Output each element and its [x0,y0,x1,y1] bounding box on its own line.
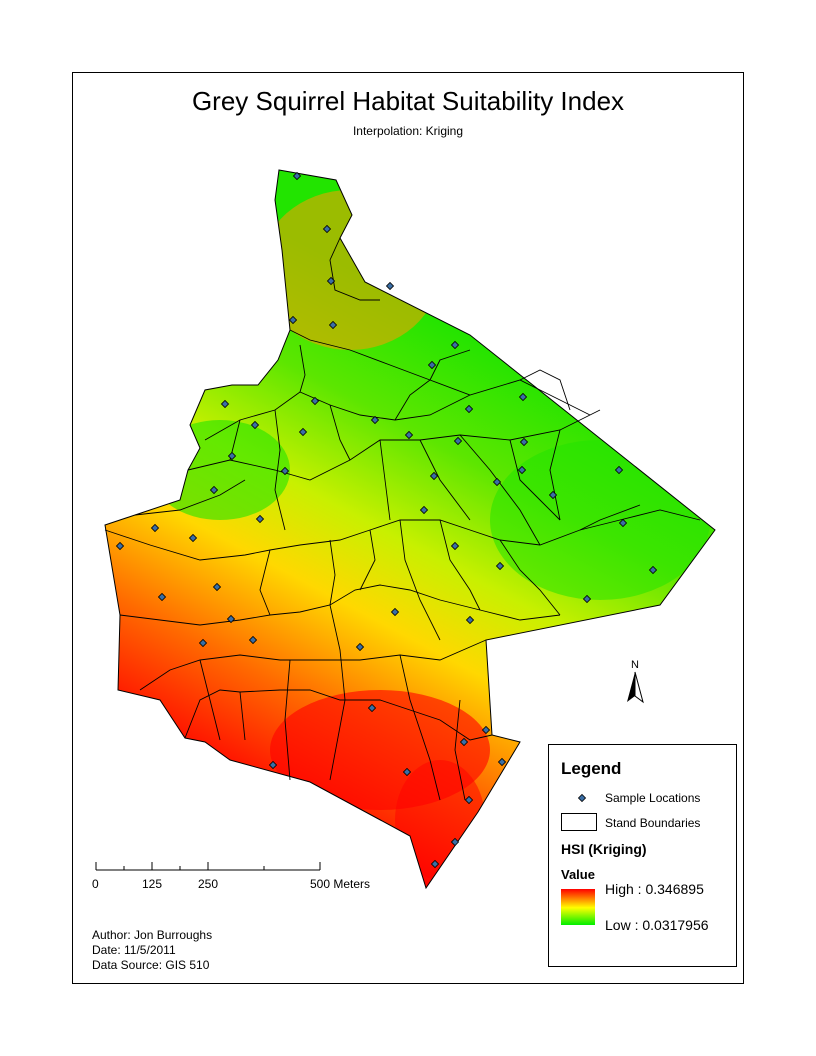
sample-location-marker [464,404,474,414]
sample-location-marker [450,837,460,847]
legend-hsi-title: HSI (Kriging) [561,841,647,857]
sample-location-symbol [577,793,587,803]
legend-high-value: High : 0.346895 [605,881,704,897]
sample-location-marker [322,224,332,234]
sample-location-marker [298,427,308,437]
sample-location-marker [390,607,400,617]
sample-location-marker [198,638,208,648]
sample-location-marker [492,477,502,487]
sample-location-marker [648,565,658,575]
sample-location-marker [157,592,167,602]
sample-location-marker [280,466,290,476]
map-frame [72,72,744,984]
map-subtitle: Interpolation: Kriging [352,124,464,138]
north-arrow-left [627,672,635,702]
stand-boundaries [104,237,701,801]
sample-location-marker [618,518,628,528]
sample-location-marker [450,541,460,551]
sample-location-marker [209,485,219,495]
credit-source: Data Source: GIS 510 [92,958,210,972]
sample-location-marker [328,320,338,330]
sample-location-marker [465,615,475,625]
sample-location-marker [614,465,624,475]
sample-location-marker [220,399,230,409]
sample-location-marker [150,523,160,533]
scale-label-0: 0 [92,877,99,891]
sample-location-marker [268,760,278,770]
credit-date: Date: 11/5/2011 [92,943,176,957]
sample-location-marker [402,767,412,777]
stand-boundary-symbol [561,813,597,831]
sample-location-marker [115,541,125,551]
sample-location-marker [582,594,592,604]
legend: Legend Sample Locations Stand Boundaries… [548,744,737,967]
hsi-hotspot-southtip [395,760,485,880]
sample-location-marker [429,471,439,481]
north-arrow: N [622,656,648,711]
sample-location-marker [517,465,527,475]
sample-location-marker [292,171,302,181]
scale-label-250: 250 [198,877,219,891]
north-arrow-right [634,671,644,704]
map-title: Grey Squirrel Habitat Suitability Index [191,86,625,116]
sample-location-marker [430,859,440,869]
sample-location-marker [427,360,437,370]
sample-location-marker [497,757,507,767]
credit-author: Author: Jon Burroughs [92,928,213,942]
sample-location-marker [370,415,380,425]
sample-location-marker [288,315,298,325]
legend-value-label: Value [561,867,595,882]
scale-label-500: 500 Meters [310,877,371,891]
legend-stand-boundaries: Stand Boundaries [605,816,701,830]
sample-location-marker [355,642,365,652]
legend-low-value: Low : 0.0317956 [605,917,709,933]
sample-location-marker [459,737,469,747]
legend-sample-locations: Sample Locations [605,791,701,805]
hsi-color-ramp [561,889,595,925]
sample-location-marker [481,725,491,735]
sample-location-marker [188,533,198,543]
sample-location-marker [519,437,529,447]
legend-title: Legend [561,759,622,778]
sample-location-marker [464,795,474,805]
sample-location-marker [518,392,528,402]
hsi-hotspot-north [260,190,440,350]
sample-location-marker [450,340,460,350]
sample-location-marker [404,430,414,440]
north-arrow-icon: N [627,659,644,704]
sample-location-marker [326,276,336,286]
map-credits: Author: Jon Burroughs Date: 11/5/2011 Da… [92,928,212,973]
sample-location-marker [255,514,265,524]
scale-label-125: 125 [142,877,163,891]
sample-location-marker [310,396,320,406]
sample-locations [115,171,658,869]
sample-location-marker [419,505,429,515]
sample-location-marker [226,614,236,624]
scale-bar [95,862,321,871]
sample-location-marker [248,635,258,645]
sample-location-marker [250,420,260,430]
sample-location-marker [385,281,395,291]
sample-location-marker [453,436,463,446]
sample-location-marker [367,703,377,713]
sample-location-marker [227,451,237,461]
hsi-lowspot-west [150,420,290,520]
svg-text:N: N [631,659,639,671]
sample-location-marker [495,561,505,571]
sample-location-marker [548,490,558,500]
sample-location-marker [212,582,222,592]
